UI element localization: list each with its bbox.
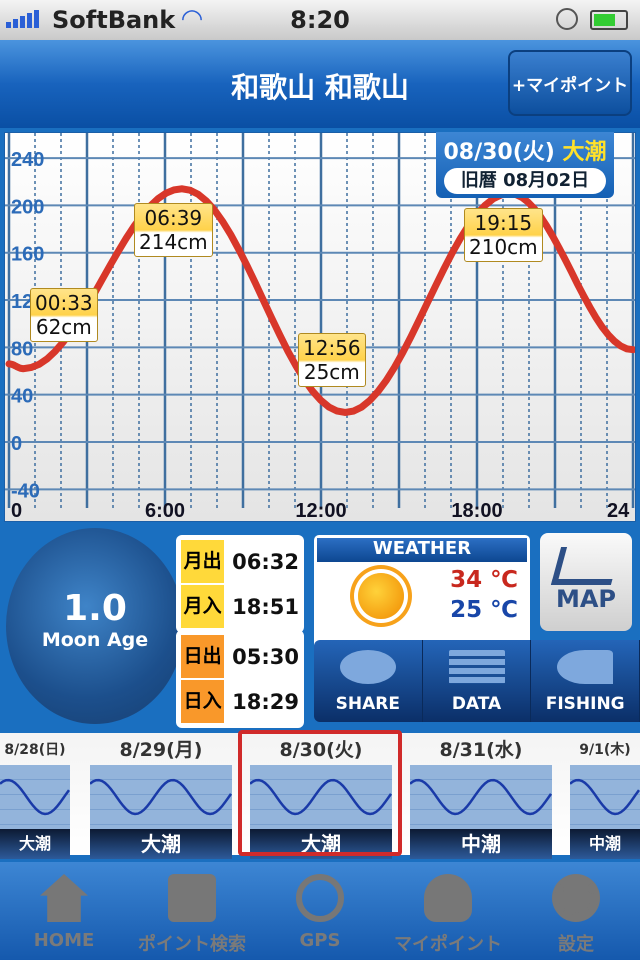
mini-tide-curve xyxy=(0,778,70,816)
date-label: 08/30(火) xyxy=(443,140,555,165)
sunrise-time: 05:30 xyxy=(232,644,299,669)
sun-icon xyxy=(358,573,404,619)
mini-tide-curve xyxy=(90,778,232,816)
day-card[interactable]: 8/28(日) 大潮 xyxy=(0,733,70,859)
tide-type: 大潮 xyxy=(562,140,607,165)
tab-point-search[interactable]: ポイント検索 xyxy=(128,862,256,960)
fishing-button[interactable]: FISHING xyxy=(531,640,640,722)
day-card[interactable]: 8/29(月) 大潮 xyxy=(90,733,232,859)
tab-settings[interactable]: 設定 xyxy=(512,862,640,960)
moon-age-value: 1.0 xyxy=(63,588,127,629)
x-tick-label: 12:00 xyxy=(295,500,346,521)
sunset-time: 18:29 xyxy=(232,689,299,714)
clock-time: 8:20 xyxy=(290,6,350,34)
sun-times: 日出 05:30 日入 18:29 xyxy=(176,630,304,728)
x-tick-label: 6:00 xyxy=(145,500,185,521)
x-tick-label: 24 xyxy=(607,500,630,521)
moonset-label: 月入 xyxy=(181,585,225,628)
tide-annotation: 00:33 62cm xyxy=(30,288,98,342)
list-icon xyxy=(448,650,505,684)
y-tick-label: 40 xyxy=(11,386,33,408)
map-icon xyxy=(550,547,622,585)
gear-icon xyxy=(552,874,600,922)
temp-high: 34 ℃ xyxy=(450,567,518,593)
tide-annotation: 19:15 210cm xyxy=(464,208,543,262)
y-tick-label: 160 xyxy=(11,244,44,266)
y-tick-label: -40 xyxy=(11,480,40,502)
day-card[interactable]: 9/1(木) 中潮 xyxy=(570,733,640,859)
y-tick-label: 0 xyxy=(11,433,22,455)
moon-times: 月出 06:32 月入 18:51 xyxy=(176,535,304,633)
y-tick-label: 240 xyxy=(11,149,44,171)
person-pin-icon xyxy=(424,874,472,922)
day-strip[interactable]: 8/28(日) 大潮 8/29(月) 大潮 8/30(火) 大潮 8/31(水) 中潮 … xyxy=(0,733,640,859)
tide-annotation: 12:56 25cm xyxy=(298,333,366,387)
action-bar: SHARE DATA FISHING xyxy=(314,640,640,722)
sunset-label: 日入 xyxy=(181,680,225,723)
tide-curve xyxy=(5,185,635,416)
sunrise-label: 日出 xyxy=(181,635,225,678)
moon-age: 1.0 Moon Age xyxy=(6,528,184,724)
moonset-time: 18:51 xyxy=(232,594,299,619)
alarm-icon xyxy=(556,8,578,30)
y-tick-label: 80 xyxy=(11,338,33,360)
x-tick-label: 18:00 xyxy=(451,500,502,521)
tide-annotation: 06:39 214cm xyxy=(134,203,213,257)
data-button[interactable]: DATA xyxy=(423,640,532,722)
moonrise-time: 06:32 xyxy=(232,549,299,574)
y-tick-label: 200 xyxy=(11,196,44,218)
selected-day-highlight xyxy=(238,730,402,856)
signal-icon xyxy=(6,10,39,28)
carrier: SoftBank xyxy=(52,6,176,34)
weather-title: WEATHER xyxy=(317,538,527,562)
mini-tide-curve xyxy=(250,778,392,816)
crosshair-icon xyxy=(296,874,344,922)
weather-panel[interactable]: WEATHER 34 ℃ 25 ℃ xyxy=(314,535,530,649)
page-title: 和歌山 和歌山 xyxy=(231,71,409,104)
lunar-date: 旧暦 08月02日 xyxy=(444,168,606,194)
moon-age-label: Moon Age xyxy=(41,629,149,651)
home-icon xyxy=(40,874,88,922)
mini-tide-curve xyxy=(570,778,640,816)
speech-bubble-icon xyxy=(339,650,396,684)
mini-tide-curve xyxy=(410,778,552,816)
share-button[interactable]: SHARE xyxy=(314,640,423,722)
x-tick-label: 0 xyxy=(11,500,22,521)
tab-mypoint[interactable]: マイポイント xyxy=(384,862,512,960)
fish-icon xyxy=(557,650,614,684)
grid-map-icon xyxy=(168,874,216,922)
moonrise-label: 月出 xyxy=(181,540,225,583)
date-box: 08/30(火) 大潮 旧暦 08月02日 xyxy=(436,132,614,198)
tab-gps[interactable]: GPS xyxy=(256,862,384,960)
tab-bar: HOME ポイント検索 GPS マイポイント 設定 xyxy=(0,862,640,960)
status-bar: SoftBank ◠ 8:20 xyxy=(0,0,640,40)
add-mypoint-button[interactable]: +マイポイント xyxy=(508,50,632,116)
temp-low: 25 ℃ xyxy=(450,597,518,623)
wifi-icon: ◠ xyxy=(182,4,202,34)
nav-bar: 和歌山 和歌山 +マイポイント xyxy=(0,40,640,128)
day-card[interactable]: 8/31(水) 中潮 xyxy=(410,733,552,859)
battery-icon xyxy=(590,10,628,30)
map-button[interactable]: MAP xyxy=(540,533,632,631)
tab-home[interactable]: HOME xyxy=(0,862,128,960)
